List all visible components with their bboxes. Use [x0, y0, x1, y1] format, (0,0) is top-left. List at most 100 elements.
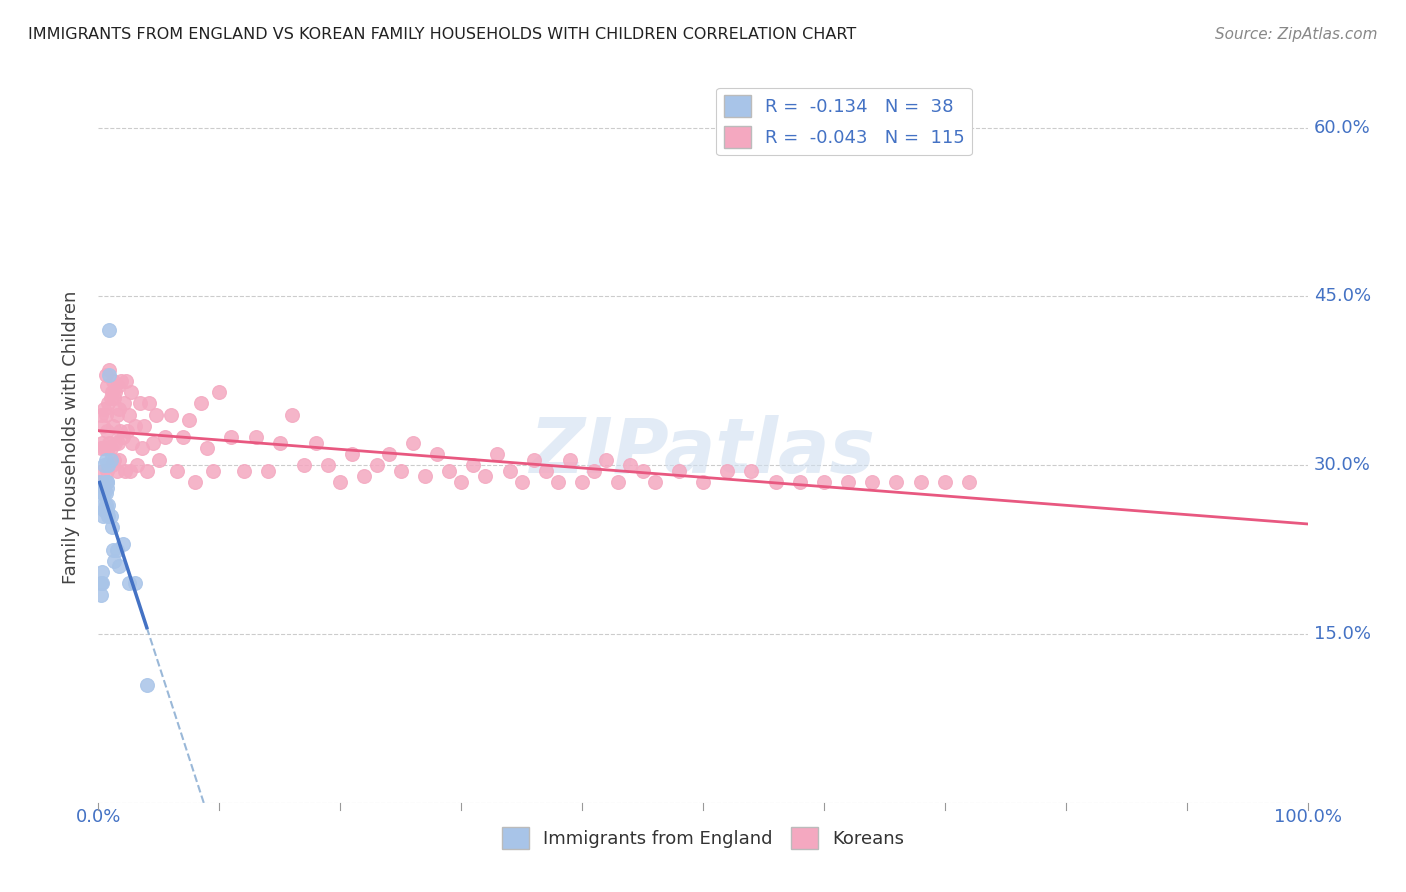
Point [789, 475, 811, 489]
Point [118, 464, 141, 478]
Point [450, 475, 472, 489]
Point [91, 435, 114, 450]
Point [93, 401, 115, 416]
Point [97, 396, 120, 410]
Point [93, 458, 115, 473]
Text: 15.0%: 15.0% [1313, 625, 1371, 643]
Point [765, 475, 787, 489]
Point [91, 498, 114, 512]
Point [96, 475, 118, 489]
Point [221, 430, 243, 444]
Point [117, 425, 139, 439]
Point [202, 464, 225, 478]
Point [190, 396, 212, 410]
Point [619, 458, 641, 473]
Point [89, 475, 111, 489]
Point [114, 464, 136, 478]
Point [910, 475, 932, 489]
Point [523, 452, 546, 467]
Text: 30.0%: 30.0% [1313, 456, 1371, 475]
Point [631, 464, 654, 478]
Point [93, 481, 115, 495]
Y-axis label: Family Households with Children: Family Households with Children [62, 291, 80, 583]
Point [98, 368, 121, 383]
Point [94, 498, 117, 512]
Point [97, 508, 120, 523]
Text: IMMIGRANTS FROM ENGLAND VS KOREAN FAMILY HOUSEHOLDS WITH CHILDREN CORRELATION CH: IMMIGRANTS FROM ENGLAND VS KOREAN FAMILY… [28, 27, 856, 42]
Point [142, 435, 165, 450]
Point [127, 458, 149, 473]
Point [103, 554, 125, 568]
Point [91, 486, 114, 500]
Text: ZIPatlas: ZIPatlas [530, 415, 876, 489]
Point [98, 435, 121, 450]
Point [97, 498, 120, 512]
Point [100, 452, 122, 467]
Point [292, 458, 315, 473]
Text: 45.0%: 45.0% [1313, 287, 1371, 305]
Point [837, 475, 859, 489]
Point [96, 475, 118, 489]
Point [94, 452, 117, 467]
Point [105, 542, 128, 557]
Point [120, 385, 142, 400]
Point [389, 464, 412, 478]
Point [121, 435, 143, 450]
Point [108, 401, 131, 416]
Point [91, 481, 114, 495]
Point [644, 475, 666, 489]
Point [232, 464, 254, 478]
Point [498, 464, 520, 478]
Point [138, 396, 160, 410]
Point [90, 442, 112, 456]
Point [94, 368, 117, 383]
Point [101, 418, 124, 433]
Point [96, 425, 118, 439]
Point [105, 464, 128, 478]
Point [108, 559, 131, 574]
Point [96, 481, 118, 495]
Point [474, 469, 496, 483]
Point [716, 464, 738, 478]
Point [128, 396, 150, 410]
Point [245, 430, 267, 444]
Point [100, 520, 122, 534]
Point [305, 435, 328, 450]
Point [91, 565, 114, 579]
Point [281, 408, 304, 422]
Point [813, 475, 835, 489]
Point [145, 408, 167, 422]
Point [740, 464, 762, 478]
Point [93, 481, 115, 495]
Point [101, 542, 124, 557]
Point [426, 447, 449, 461]
Point [91, 464, 114, 478]
Point [93, 442, 115, 456]
Point [208, 385, 231, 400]
Point [111, 537, 134, 551]
Point [91, 508, 114, 523]
Point [98, 323, 121, 337]
Point [89, 475, 111, 489]
Point [134, 418, 156, 433]
Point [692, 475, 714, 489]
Point [105, 408, 128, 422]
Point [172, 430, 194, 444]
Point [90, 576, 112, 591]
Point [100, 385, 122, 400]
Point [104, 385, 127, 400]
Point [135, 678, 157, 692]
Point [100, 391, 122, 405]
Point [934, 475, 956, 489]
Point [93, 503, 115, 517]
Point [104, 435, 127, 450]
Point [179, 413, 201, 427]
Point [583, 464, 606, 478]
Point [103, 452, 125, 467]
Point [166, 464, 188, 478]
Point [124, 576, 146, 591]
Point [91, 418, 114, 433]
Point [184, 475, 207, 489]
Point [353, 469, 375, 483]
Point [100, 458, 122, 473]
